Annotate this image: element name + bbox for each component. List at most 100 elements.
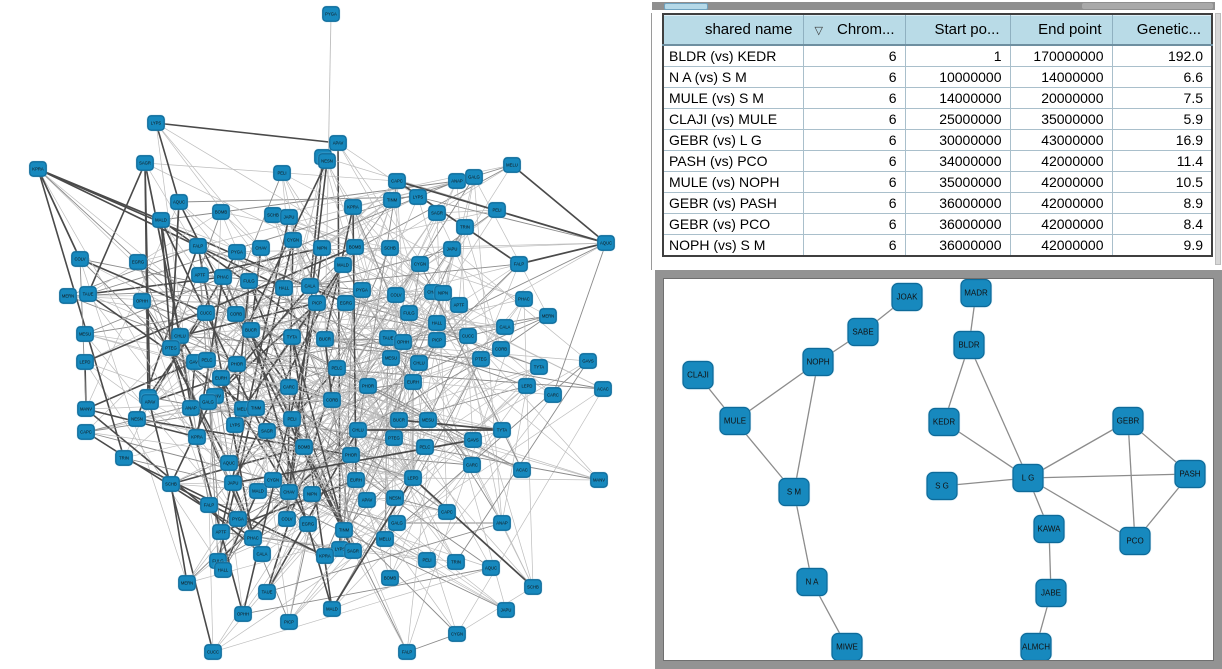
overview-node[interactable]: KPRA bbox=[188, 429, 206, 445]
overview-node[interactable]: JAPU bbox=[280, 209, 298, 225]
overview-node[interactable]: COLV bbox=[278, 511, 296, 527]
overview-node[interactable]: CAPC bbox=[77, 424, 95, 440]
overview-node[interactable]: PHOR bbox=[359, 378, 377, 394]
node-shape[interactable] bbox=[224, 475, 242, 491]
node-shape[interactable] bbox=[398, 644, 416, 660]
node-shape[interactable] bbox=[960, 279, 992, 308]
node-shape[interactable] bbox=[115, 450, 133, 466]
node-shape[interactable] bbox=[416, 439, 434, 455]
node-shape[interactable] bbox=[280, 209, 298, 225]
cell-value[interactable]: 42000000 bbox=[1009, 234, 1113, 257]
node-shape[interactable] bbox=[353, 282, 371, 298]
overview-node[interactable]: SCHB bbox=[162, 476, 180, 492]
overview-node[interactable]: PELC bbox=[416, 439, 434, 455]
node-shape[interactable] bbox=[358, 492, 376, 508]
overview-node[interactable]: BUCR bbox=[242, 322, 260, 338]
overview-node[interactable]: CUCC bbox=[459, 328, 477, 344]
cell-value[interactable]: 6 bbox=[802, 87, 906, 109]
overview-node[interactable]: CORB bbox=[323, 392, 341, 408]
node-shape[interactable] bbox=[199, 394, 217, 410]
overview-node[interactable]: TAUE bbox=[258, 584, 276, 600]
node-mule[interactable]: MULE bbox=[719, 406, 751, 436]
node-shape[interactable] bbox=[258, 423, 276, 439]
node-shape[interactable] bbox=[926, 471, 958, 501]
node-shape[interactable] bbox=[334, 257, 352, 273]
node-shape[interactable] bbox=[59, 288, 77, 304]
node-shape[interactable] bbox=[301, 278, 319, 294]
cell-value[interactable]: 6 bbox=[802, 213, 906, 235]
overview-node[interactable]: ANAP bbox=[493, 515, 511, 531]
node-shape[interactable] bbox=[76, 354, 94, 370]
node-shape[interactable] bbox=[524, 579, 542, 595]
node-shape[interactable] bbox=[411, 256, 429, 272]
overview-node[interactable]: EGRG bbox=[337, 295, 355, 311]
node-shape[interactable] bbox=[493, 422, 511, 438]
node-shape[interactable] bbox=[346, 239, 364, 255]
table-tab-indicator[interactable] bbox=[664, 3, 708, 10]
node-shape[interactable] bbox=[544, 387, 562, 403]
overview-node[interactable]: APTF bbox=[191, 267, 209, 283]
node-madr[interactable]: MADR bbox=[960, 279, 992, 308]
overview-node[interactable]: LEPD bbox=[76, 354, 94, 370]
node-shape[interactable] bbox=[253, 546, 271, 562]
node-shape[interactable] bbox=[280, 614, 298, 630]
node-shape[interactable] bbox=[313, 240, 331, 256]
overview-node[interactable]: CARC bbox=[544, 387, 562, 403]
overview-node[interactable]: SCHB bbox=[264, 207, 282, 223]
node-shape[interactable] bbox=[29, 161, 47, 177]
cell-value[interactable]: 10.5 bbox=[1111, 171, 1213, 193]
cell-shared-name[interactable]: CLAJI (vs) MULE bbox=[662, 108, 804, 130]
node-s-g[interactable]: S G bbox=[926, 471, 958, 501]
overview-node[interactable]: PYGA bbox=[228, 244, 246, 260]
node-shape[interactable] bbox=[419, 412, 437, 428]
cell-value[interactable]: 6 bbox=[802, 66, 906, 88]
node-shape[interactable] bbox=[381, 570, 399, 586]
overview-node[interactable]: SAGR bbox=[258, 423, 276, 439]
overview-node[interactable]: CALA bbox=[301, 278, 319, 294]
node-shape[interactable] bbox=[275, 280, 293, 296]
node-shape[interactable] bbox=[280, 484, 298, 500]
node-shape[interactable] bbox=[388, 515, 406, 531]
overview-node[interactable]: GALG bbox=[465, 169, 483, 185]
overview-node[interactable]: PHAC bbox=[515, 291, 533, 307]
overview-node[interactable]: MERN bbox=[539, 308, 557, 324]
overview-node[interactable]: LEPD bbox=[518, 378, 536, 394]
overview-node[interactable]: MERN bbox=[178, 575, 196, 591]
overview-node[interactable]: NIPN bbox=[313, 240, 331, 256]
node-shape[interactable] bbox=[244, 530, 262, 546]
cell-value[interactable]: 42000000 bbox=[1009, 150, 1113, 172]
overview-node[interactable]: PHAC bbox=[214, 269, 232, 285]
overview-node[interactable]: EGRG bbox=[129, 254, 147, 270]
node-shape[interactable] bbox=[1035, 578, 1067, 608]
overview-node[interactable]: COLV bbox=[71, 251, 89, 267]
cell-value[interactable]: 14000000 bbox=[904, 87, 1011, 109]
node-shape[interactable] bbox=[249, 483, 267, 499]
cell-shared-name[interactable]: GEBR (vs) PASH bbox=[662, 192, 804, 214]
cell-shared-name[interactable]: MULE (vs) NOPH bbox=[662, 171, 804, 193]
overview-node[interactable]: BUCR bbox=[316, 331, 334, 347]
node-shape[interactable] bbox=[147, 115, 165, 131]
node-shape[interactable] bbox=[323, 601, 341, 617]
node-shape[interactable] bbox=[719, 406, 751, 436]
cell-value[interactable]: 42000000 bbox=[1009, 171, 1113, 193]
overview-node[interactable]: CARC bbox=[463, 457, 481, 473]
node-joak[interactable]: JOAK bbox=[891, 282, 923, 312]
cell-shared-name[interactable]: BLDR (vs) KEDR bbox=[662, 44, 804, 67]
overview-node[interactable]: CORB bbox=[492, 341, 510, 357]
node-shape[interactable] bbox=[382, 350, 400, 366]
overview-node[interactable]: LYPS bbox=[409, 189, 427, 205]
overview-node[interactable]: APTF bbox=[450, 297, 468, 313]
overview-node[interactable]: MELU bbox=[503, 157, 521, 173]
overview-node[interactable]: MERN bbox=[59, 288, 77, 304]
overview-node[interactable]: AQUC bbox=[170, 194, 188, 210]
node-shape[interactable] bbox=[234, 606, 252, 622]
overview-node[interactable]: PELI bbox=[283, 411, 301, 427]
node-shape[interactable] bbox=[76, 326, 94, 342]
overview-node[interactable]: GAVS bbox=[579, 353, 597, 369]
overview-node[interactable]: MESU bbox=[419, 412, 437, 428]
node-shape[interactable] bbox=[400, 305, 418, 321]
node-shape[interactable] bbox=[390, 412, 408, 428]
overview-node[interactable]: LYPS bbox=[147, 115, 165, 131]
overview-node[interactable]: PTEG bbox=[385, 430, 403, 446]
cell-value[interactable]: 16.9 bbox=[1111, 129, 1213, 151]
